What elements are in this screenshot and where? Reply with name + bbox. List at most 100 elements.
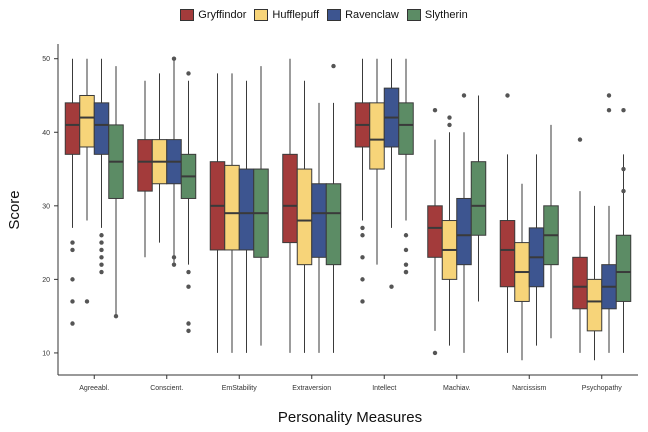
outlier-point — [403, 247, 409, 253]
x-tick-label: Intellect — [372, 385, 396, 392]
outlier-point — [432, 108, 438, 113]
outlier-point — [186, 321, 191, 326]
box-gryffindor-1 — [137, 80, 153, 258]
outlier-point — [360, 299, 365, 304]
y-tick-label: 20 — [42, 277, 50, 284]
legend-label-ravenclaw: Ravenclaw — [345, 9, 399, 21]
outlier-point — [171, 255, 177, 260]
y-tick-label: 30 — [42, 203, 50, 210]
legend-item-slytherin: Slytherin — [406, 9, 468, 21]
box-gryffindor-3 — [282, 58, 298, 353]
box-ravenclaw-5 — [456, 93, 472, 353]
box-iqr — [137, 139, 153, 192]
box-ravenclaw-3 — [311, 102, 327, 353]
box-iqr — [325, 183, 342, 266]
box-hufflepuff-4 — [369, 58, 385, 265]
outlier-point — [606, 93, 612, 98]
box-hufflepuff-1 — [151, 73, 168, 243]
outlier-point — [186, 284, 191, 289]
outlier-point — [186, 269, 191, 275]
box-ravenclaw-4 — [383, 58, 400, 289]
outlier-point — [70, 299, 75, 304]
legend-swatch-hufflepuff — [254, 9, 269, 21]
box-iqr — [224, 164, 240, 251]
box-hufflepuff-5 — [441, 115, 458, 346]
x-axis-title: Personality Measures — [278, 409, 422, 426]
box-iqr — [398, 102, 414, 155]
box-slytherin-4 — [398, 58, 414, 275]
box-iqr — [238, 168, 255, 251]
legend-item-gryffindor: Gryffindor — [180, 9, 246, 21]
outlier-point — [186, 71, 191, 76]
outlier-point — [403, 262, 409, 267]
outlier-point — [432, 350, 438, 356]
outlier-point — [606, 108, 612, 113]
outlier-point — [70, 240, 75, 245]
legend-swatch-ravenclaw — [327, 9, 342, 21]
box-iqr — [282, 153, 298, 244]
box-iqr — [93, 102, 110, 155]
x-tick-label: Psychopathy — [582, 385, 623, 392]
y-tick-label: 10 — [42, 350, 50, 357]
box-hufflepuff-6 — [514, 183, 530, 361]
outlier-point — [461, 93, 467, 98]
outlier-point — [99, 262, 104, 267]
box-ravenclaw-6 — [528, 154, 545, 346]
box-iqr — [427, 205, 443, 258]
outlier-point — [113, 313, 119, 319]
outlier-point — [186, 328, 191, 334]
box-gryffindor-7 — [572, 137, 588, 353]
outlier-point — [99, 255, 104, 260]
outlier-point — [360, 255, 365, 260]
outlier-point — [99, 247, 104, 253]
box-gryffindor-2 — [209, 73, 226, 353]
box-iqr — [79, 94, 95, 148]
box-iqr — [615, 234, 632, 302]
box-gryffindor-4 — [354, 58, 371, 304]
legend-item-ravenclaw: Ravenclaw — [327, 9, 399, 21]
box-iqr — [456, 197, 472, 266]
outlier-point — [360, 233, 365, 238]
box-ravenclaw-2 — [238, 80, 255, 353]
x-tick-label: Machiav. — [443, 385, 471, 392]
box-iqr — [586, 278, 603, 332]
outlier-point — [70, 277, 75, 282]
box-slytherin-6 — [543, 124, 559, 339]
y-axis-title: Score — [6, 190, 23, 229]
box-hufflepuff-0 — [79, 58, 95, 304]
outlier-point — [577, 137, 583, 142]
outlier-point — [360, 277, 365, 282]
outlier-point — [99, 233, 104, 238]
box-iqr — [311, 183, 327, 258]
x-tick-label: Extraversion — [292, 385, 331, 392]
legend-label-gryffindor: Gryffindor — [198, 9, 247, 21]
outlier-point — [447, 115, 452, 120]
box-gryffindor-5 — [427, 108, 443, 356]
legend: Gryffindor Hufflepuff Ravenclaw Slytheri… — [0, 9, 648, 21]
box-slytherin-2 — [253, 66, 269, 346]
box-iqr — [572, 256, 588, 310]
outlier-point — [70, 247, 75, 253]
box-iqr — [296, 168, 313, 266]
outlier-point — [505, 93, 510, 98]
box-ravenclaw-1 — [166, 56, 182, 267]
x-tick-label: EmStability — [222, 385, 258, 392]
box-ravenclaw-7 — [601, 93, 617, 353]
outlier-point — [331, 63, 336, 69]
legend-item-hufflepuff: Hufflepuff — [254, 9, 319, 21]
outlier-point — [360, 225, 365, 231]
box-slytherin-5 — [470, 95, 487, 302]
box-iqr — [64, 102, 81, 155]
box-hufflepuff-3 — [296, 80, 313, 353]
outlier-point — [84, 299, 90, 304]
box-slytherin-3 — [325, 63, 342, 353]
legend-swatch-gryffindor — [180, 9, 195, 21]
outlier-point — [99, 269, 104, 275]
outlier-point — [621, 188, 626, 194]
box-slytherin-0 — [108, 66, 124, 319]
box-iqr — [369, 102, 385, 170]
x-tick-label: Agreeabl. — [79, 385, 109, 392]
box-ravenclaw-0 — [93, 58, 110, 275]
box-iqr — [470, 161, 487, 236]
